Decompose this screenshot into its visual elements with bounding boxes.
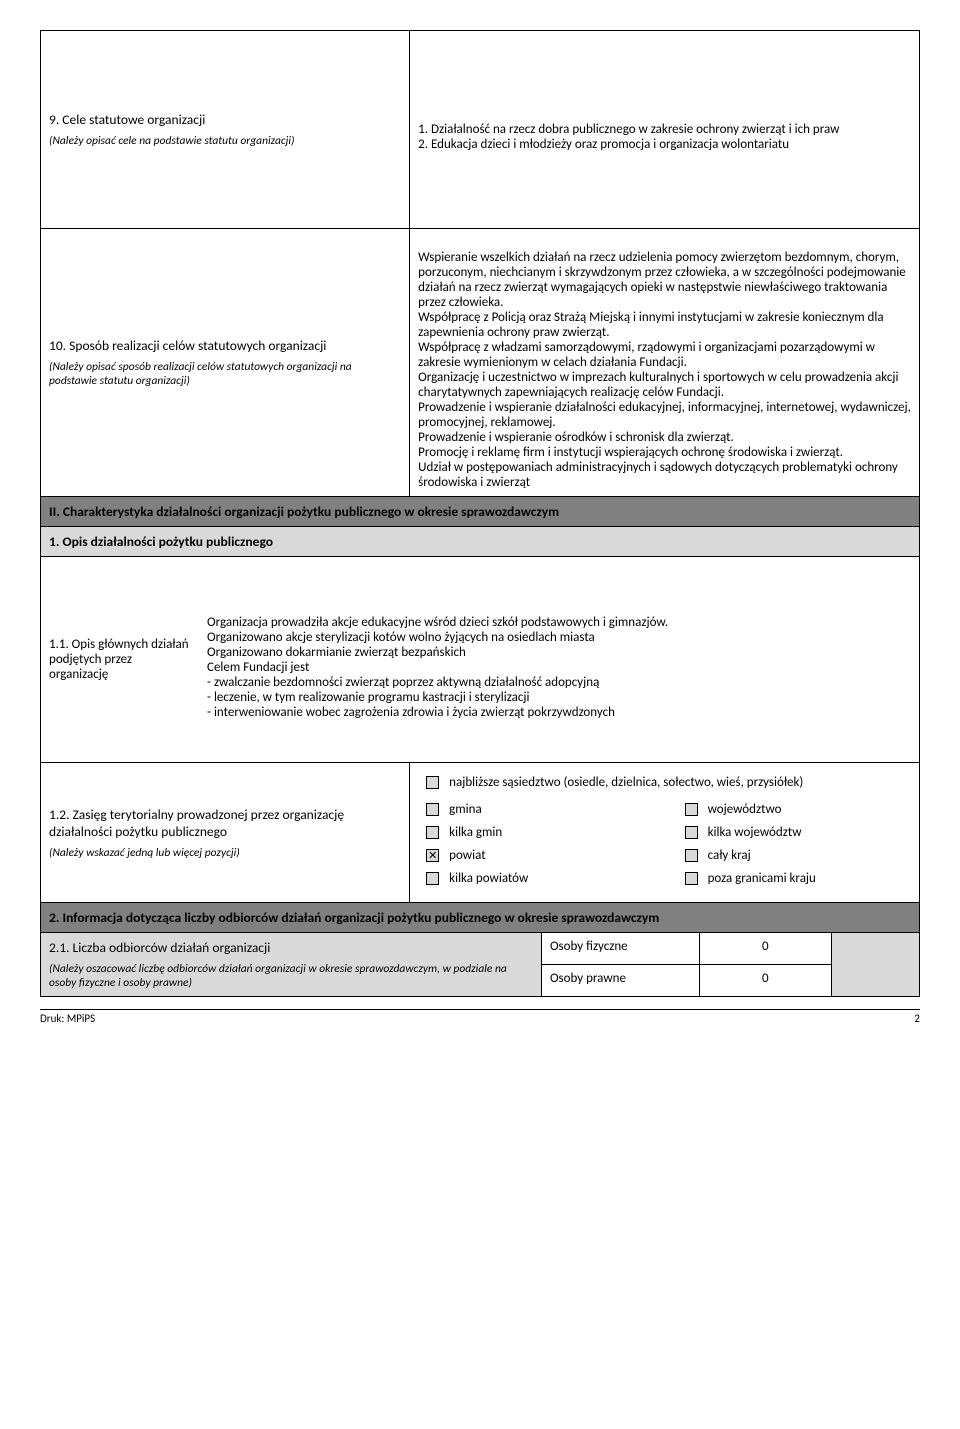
row10-label: 10. Sposób realizacji celów statutowych … [41, 229, 410, 497]
row10-title: 10. Sposób realizacji celów statutowych … [49, 337, 326, 354]
row11: 1.1. Opis głównych działań podjętych prz… [41, 557, 920, 763]
row12-label: 1.2. Zasięg terytorialny prowadzonej prz… [41, 763, 410, 903]
row21-fizyczne-label: Osoby fizyczne [541, 933, 699, 965]
row10-note: (Należy opisać sposób realizacji celów s… [49, 360, 401, 388]
checkbox-wojewodztwo[interactable] [685, 803, 698, 816]
footer-left: Druk: MPiPS [40, 1012, 95, 1025]
row12-title: 1.2. Zasięg terytorialny prowadzonej prz… [49, 806, 344, 840]
sub1-header: 1. Opis działalności pożytku publicznego [41, 527, 920, 557]
sub2-header: 2. Informacja dotycząca liczby odbiorców… [41, 903, 920, 933]
row12-note: (Należy wskazać jedną lub więcej pozycji… [49, 846, 401, 860]
row21-label: 2.1. Liczba odbiorców działań organizacj… [41, 933, 541, 996]
checkbox-kilka-gmin[interactable] [426, 826, 439, 839]
checkbox-poza-granicami[interactable] [685, 872, 698, 885]
page-footer: Druk: MPiPS 2 [40, 1009, 920, 1025]
row12-options: najbliższe sąsiedztwo (osiedle, dzielnic… [410, 763, 920, 903]
row21-fizyczne-value: 0 [699, 933, 831, 965]
checkbox-powiat[interactable] [426, 849, 439, 862]
row21-prawne-value: 0 [699, 965, 831, 997]
checkbox-kilka-wojewodztw[interactable] [685, 826, 698, 839]
checkbox-gmina[interactable] [426, 803, 439, 816]
footer-right: 2 [914, 1012, 920, 1025]
row21: 2.1. Liczba odbiorców działań organizacj… [41, 933, 920, 997]
row9-note: (Należy opisać cele na podstawie statutu… [49, 134, 401, 148]
row9-title: 9. Cele statutowe organizacji [49, 111, 205, 128]
checkbox-kilka-powiatow[interactable] [426, 872, 439, 885]
row9-label: 9. Cele statutowe organizacji (Należy op… [41, 31, 410, 229]
row11-label: 1.1. Opis głównych działań podjętych prz… [41, 557, 199, 762]
row9-content: 1. Działalność na rzecz dobra publiczneg… [410, 31, 920, 229]
checkbox-neighborhood[interactable] [426, 776, 439, 789]
row10-content: Wspieranie wszelkich działań na rzecz ud… [410, 229, 920, 497]
row21-prawne-label: Osoby prawne [541, 965, 699, 997]
row11-content: Organizacja prowadziła akcje edukacyjne … [199, 557, 919, 762]
section-ii-header: II. Charakterystyka działalności organiz… [41, 497, 920, 527]
checkbox-caly-kraj[interactable] [685, 849, 698, 862]
